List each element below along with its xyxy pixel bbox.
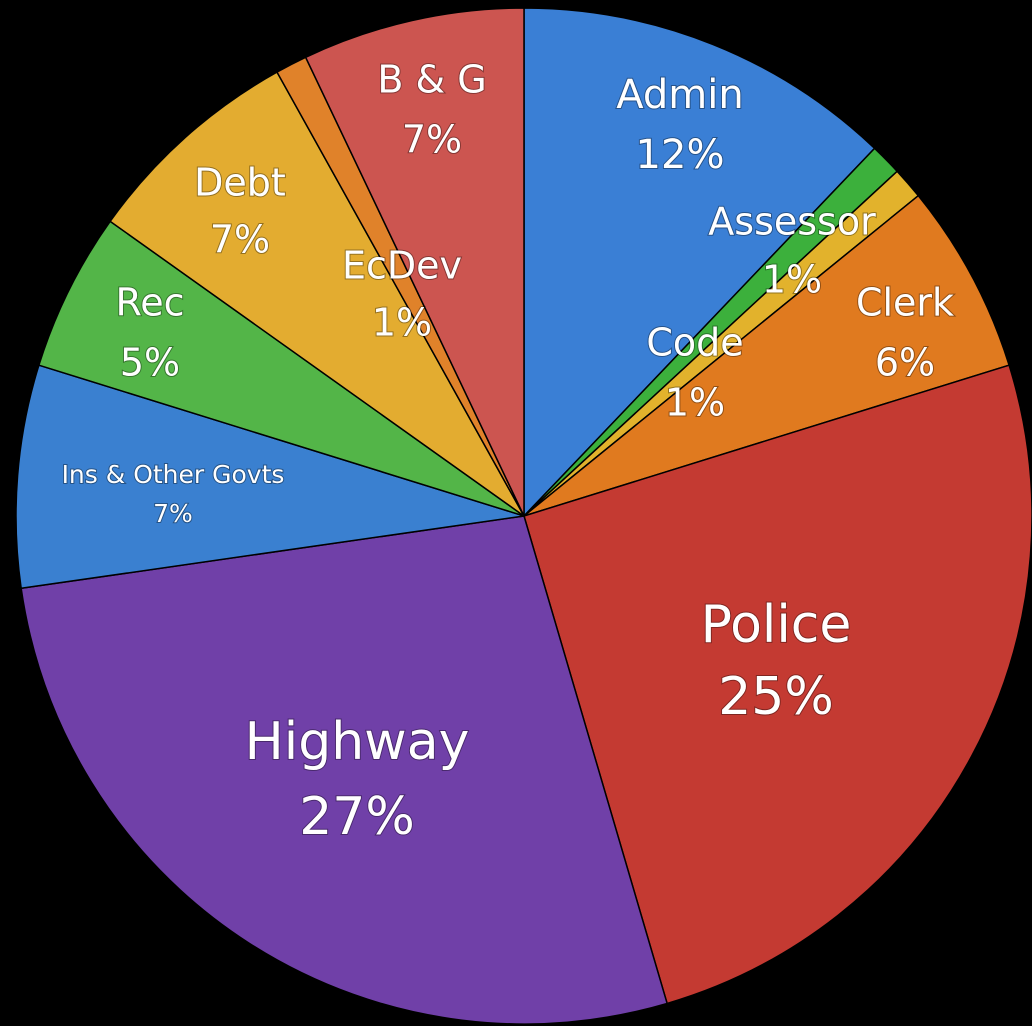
slice-label: EcDev <box>342 244 462 288</box>
slice-label: Rec <box>116 281 185 325</box>
slice-label: Debt <box>194 161 286 205</box>
pie-slice <box>37 220 525 517</box>
pie-slice <box>523 7 876 518</box>
pie-slice <box>304 7 525 517</box>
slice-value-label: 12% <box>636 132 725 178</box>
slice-label: Assessor <box>708 200 876 244</box>
slice-label: Highway <box>245 712 470 772</box>
pie-slice <box>523 364 1032 1005</box>
slice-value-label: 7% <box>210 218 270 262</box>
slice-label: Police <box>701 595 852 655</box>
pie-slice <box>523 194 1011 517</box>
slice-value-label: 7% <box>153 499 193 528</box>
slice-label: Code <box>646 321 743 365</box>
slice-value-label: 5% <box>120 341 180 385</box>
slice-label: Ins & Other Govts <box>62 460 285 489</box>
pie-slice <box>20 515 669 1025</box>
pie-slice <box>15 364 525 590</box>
slice-value-label: 1% <box>372 301 432 345</box>
slice-value-label: 7% <box>402 118 462 162</box>
slice-value-label: 25% <box>718 667 834 727</box>
slice-value-label: 1% <box>762 258 822 302</box>
slice-value-label: 6% <box>875 341 935 385</box>
slice-value-label: 27% <box>299 787 415 847</box>
slice-label: B & G <box>377 58 486 102</box>
slice-label: Clerk <box>856 281 954 325</box>
slice-label: Admin <box>616 72 743 118</box>
pie-slice <box>109 71 525 517</box>
slice-value-label: 1% <box>665 381 725 425</box>
